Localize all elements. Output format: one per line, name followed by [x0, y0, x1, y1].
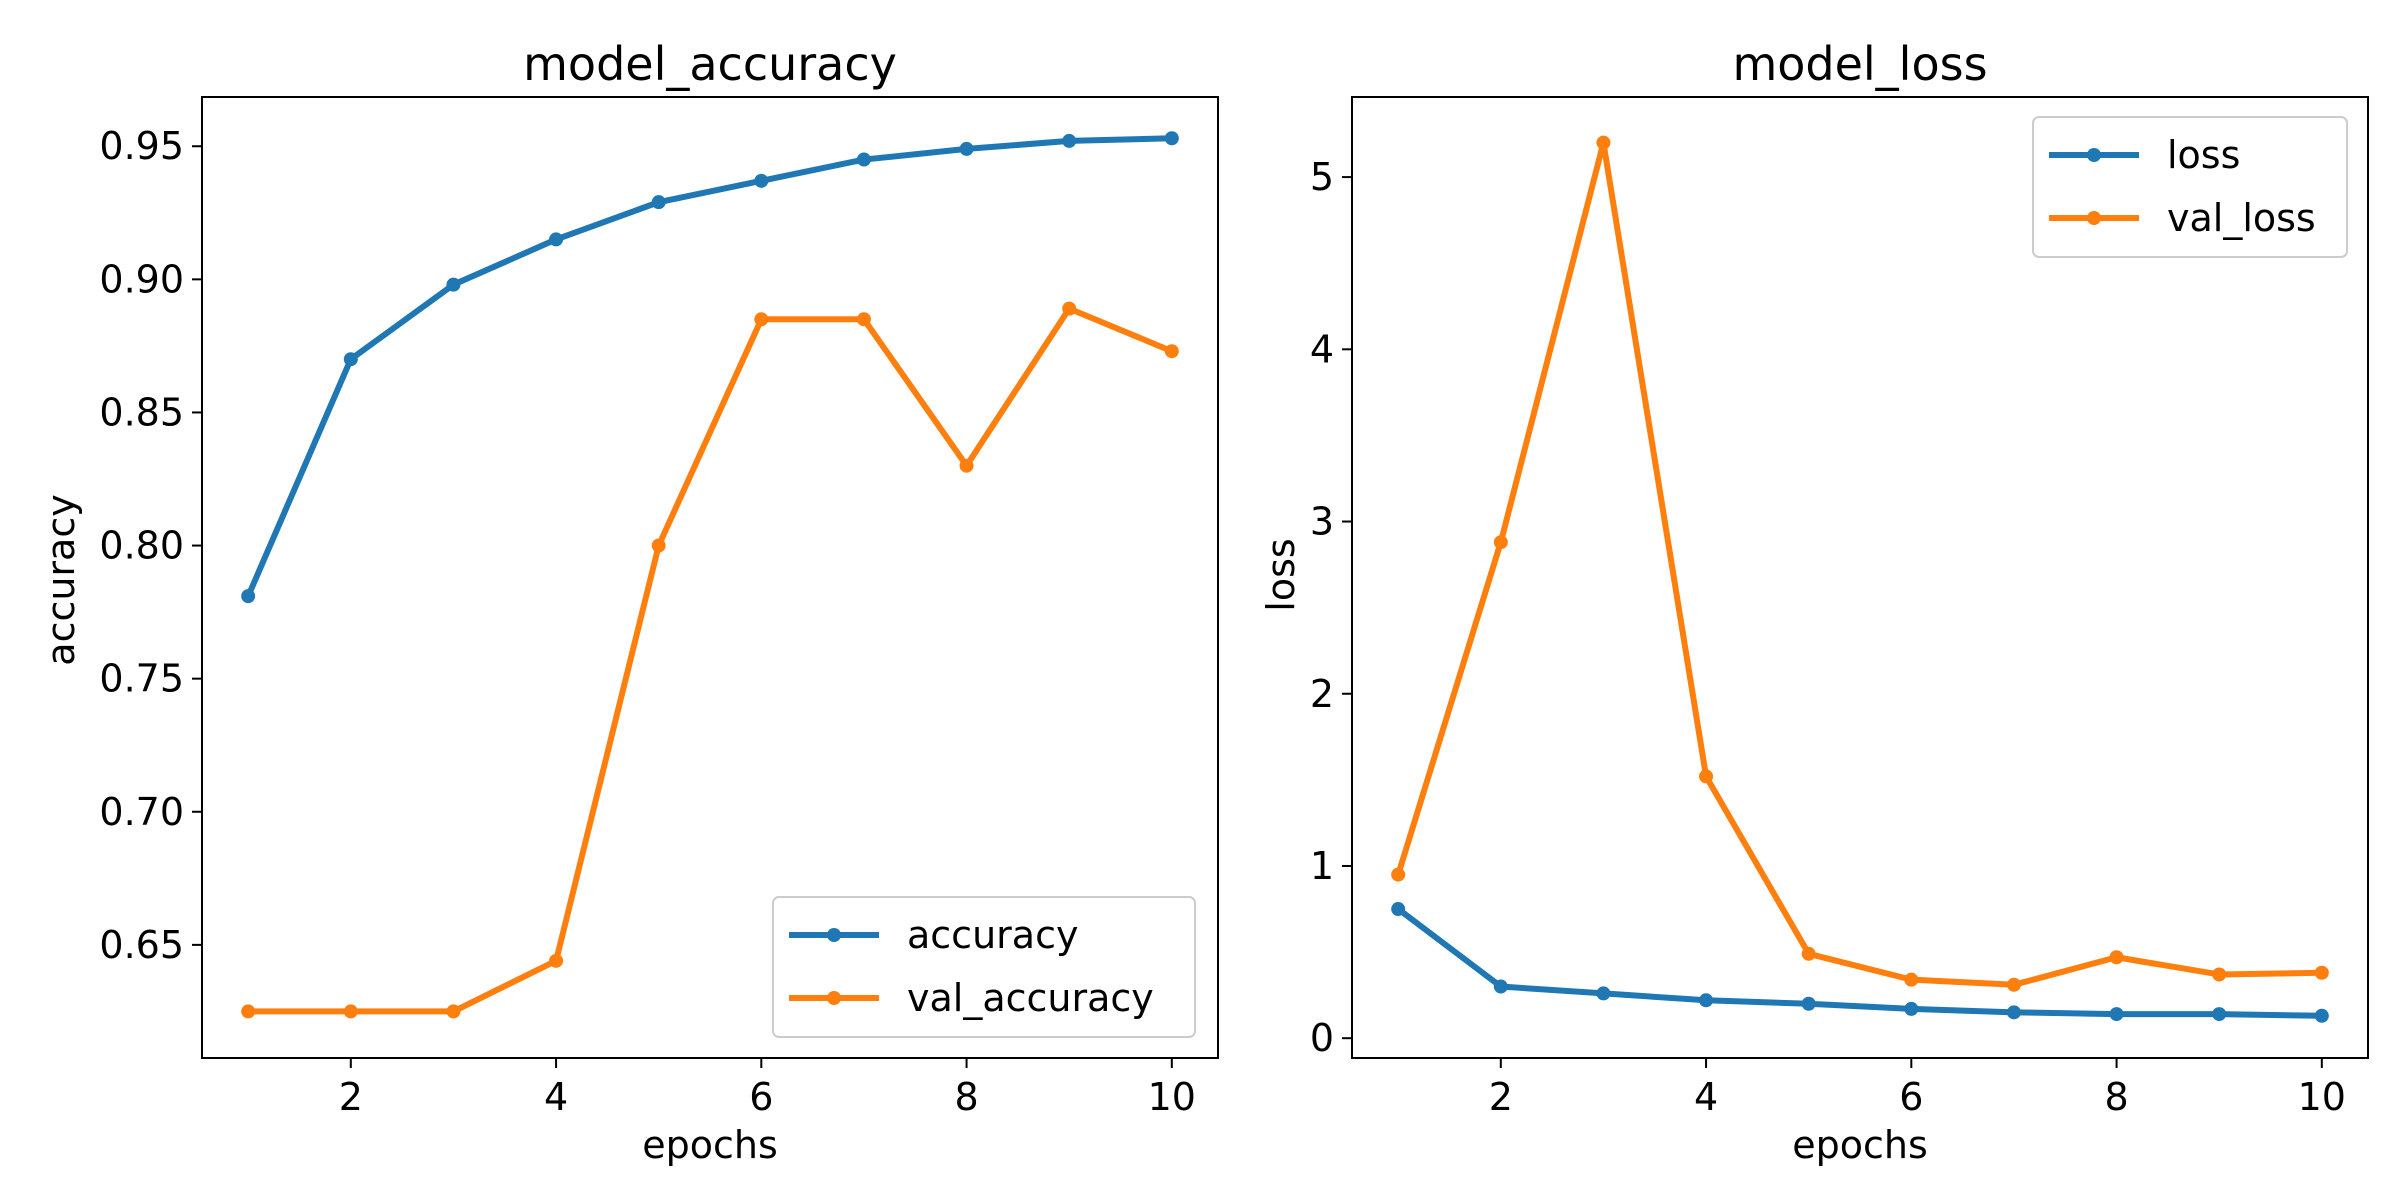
y-tick-label: 4 — [1310, 327, 1334, 371]
legend-label-loss: loss — [2167, 133, 2240, 177]
data-point-loss — [1493, 979, 1508, 994]
chart-title: model_loss — [1732, 37, 1987, 91]
y-tick-label: 0.75 — [99, 657, 184, 701]
data-point-val_accuracy — [1062, 301, 1077, 316]
axes-frame — [1351, 96, 2369, 1059]
x-tick-label: 6 — [749, 1075, 773, 1119]
y-tick-label: 0 — [1310, 1016, 1334, 1060]
x-tick-label: 4 — [1694, 1075, 1718, 1119]
data-point-accuracy — [446, 277, 461, 292]
data-point-loss — [2314, 1008, 2329, 1023]
y-tick-label: 0.80 — [99, 524, 184, 568]
y-tick-label: 0.70 — [99, 790, 184, 834]
legend-label-val_accuracy: val_accuracy — [907, 976, 1154, 1020]
data-point-val_loss — [2314, 965, 2329, 980]
data-point-val_loss — [2109, 950, 2124, 965]
y-tick-label: 1 — [1310, 844, 1334, 888]
data-point-val_accuracy — [446, 1004, 461, 1019]
y-tick-label: 2 — [1310, 672, 1334, 716]
data-point-val_accuracy — [856, 312, 871, 327]
legend: accuracy val_accuracy — [772, 896, 1196, 1038]
x-tick-label: 6 — [1899, 1075, 1923, 1119]
x-tick-label: 10 — [2298, 1075, 2346, 1119]
plot-area: 2 4 6 8 10 0 1 2 3 4 5 — [1310, 96, 2369, 1119]
data-point-loss — [1699, 993, 1714, 1008]
y-tick-label: 0.85 — [99, 390, 184, 434]
data-point-loss — [2109, 1007, 2124, 1022]
data-point-val_accuracy — [754, 312, 769, 327]
y-tick-label: 0.90 — [99, 257, 184, 301]
data-point-loss — [2006, 1005, 2021, 1020]
x-tick-label: 8 — [954, 1075, 978, 1119]
x-axis-label: epochs — [1792, 1123, 1928, 1167]
y-tick-label: 0.65 — [99, 923, 184, 967]
data-point-loss — [1904, 1001, 1919, 1016]
series-line-val_loss — [1395, 139, 2322, 988]
data-point-val_loss — [1596, 135, 1611, 150]
x-tick-label: 4 — [544, 1075, 568, 1119]
data-point-accuracy — [754, 173, 769, 188]
data-point-val_accuracy — [1164, 344, 1179, 359]
legend-label-val_loss: val_loss — [2167, 196, 2316, 240]
legend-marker-val_accuracy — [827, 991, 841, 1005]
chart-title: model_accuracy — [523, 37, 897, 91]
data-point-loss — [1391, 902, 1406, 917]
data-point-accuracy — [856, 152, 871, 167]
legend-label-accuracy: accuracy — [907, 913, 1078, 957]
legend-marker-accuracy — [827, 928, 841, 942]
data-point-val_loss — [1699, 769, 1714, 784]
axes-frame — [201, 96, 1219, 1059]
data-point-accuracy — [549, 232, 564, 247]
data-point-val_accuracy — [959, 458, 974, 473]
x-tick-label: 2 — [1489, 1075, 1513, 1119]
data-point-accuracy — [1164, 131, 1179, 146]
data-point-accuracy — [241, 589, 256, 604]
series-line-val_accuracy — [248, 305, 1173, 1015]
data-point-val_loss — [1904, 972, 1919, 987]
x-tick-label: 2 — [339, 1075, 363, 1119]
y-tick-label: 5 — [1310, 155, 1334, 199]
data-point-val_loss — [2212, 967, 2227, 982]
y-tick-label: 0.95 — [99, 124, 184, 168]
y-axis-label: loss — [1259, 538, 1303, 611]
data-point-val_loss — [1801, 946, 1816, 961]
y-tick-label: 3 — [1310, 500, 1334, 544]
series-line-loss — [1396, 906, 2322, 1019]
data-point-val_accuracy — [651, 538, 666, 553]
data-point-val_loss — [1493, 535, 1508, 550]
data-point-accuracy — [959, 141, 974, 156]
data-point-val_accuracy — [549, 953, 564, 968]
data-point-loss — [1801, 996, 1816, 1011]
data-point-accuracy — [651, 195, 666, 210]
data-point-val_accuracy — [343, 1004, 358, 1019]
data-point-val_loss — [2006, 977, 2021, 992]
data-point-val_accuracy — [241, 1004, 256, 1019]
data-point-loss — [2212, 1007, 2227, 1022]
plot-area: 2 4 6 8 10 0.65 0.70 0.75 0.80 0.85 0.90 0.95 — [99, 96, 1219, 1119]
legend: loss val_loss — [2032, 116, 2348, 258]
x-tick-label: 10 — [1148, 1075, 1196, 1119]
loss-chart: model_loss epochs loss 2 4 6 8 10 0 1 2 3 4 5 loss… — [1259, 37, 2369, 1167]
x-axis-label: epochs — [642, 1123, 778, 1167]
legend-marker-val_loss — [2087, 211, 2101, 225]
accuracy-chart: model_accuracy epochs accuracy 2 4 6 8 10 0.6… — [39, 37, 1219, 1167]
series-line-accuracy — [245, 135, 1172, 598]
data-point-loss — [1596, 986, 1611, 1001]
data-point-accuracy — [1062, 133, 1077, 148]
y-axis-label: accuracy — [39, 494, 83, 665]
data-point-val_loss — [1391, 867, 1406, 882]
data-point-accuracy — [343, 352, 358, 367]
x-tick-label: 8 — [2104, 1075, 2128, 1119]
legend-marker-loss — [2087, 148, 2101, 162]
